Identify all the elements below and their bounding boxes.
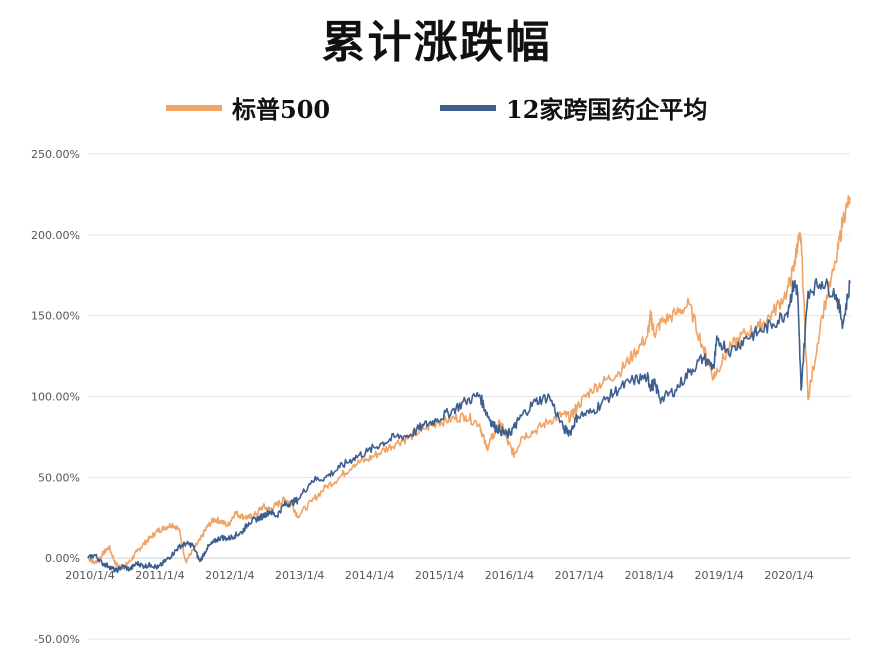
y-tick-label: 50.00% [38, 471, 80, 484]
chart-legend: 标普500 12家跨国药企平均 [0, 90, 873, 124]
x-tick-label: 2013/1/4 [275, 569, 324, 582]
legend-label-pharma: 12家跨国药企平均 [506, 95, 708, 124]
x-tick-label: 2014/1/4 [345, 569, 394, 582]
legend-item-pharma: 12家跨国药企平均 [440, 90, 707, 125]
y-tick-label: 0.00% [45, 552, 80, 565]
legend-item-sp500: 标普500 [166, 90, 330, 125]
series-lines [87, 194, 851, 574]
x-tick-label: 2016/1/4 [485, 569, 534, 582]
x-tick-label: 2018/1/4 [625, 569, 674, 582]
series-line-pharma [87, 278, 851, 574]
x-tick-label: 2012/1/4 [205, 569, 254, 582]
legend-label-sp500: 标普500 [232, 95, 331, 124]
y-tick-label: 250.00% [31, 148, 80, 161]
x-tick-label: 2011/1/4 [135, 569, 184, 582]
x-tick-label: 2019/1/4 [694, 569, 743, 582]
x-tick-label: 2015/1/4 [415, 569, 464, 582]
legend-swatch-sp500 [166, 104, 222, 111]
x-tick-label: 2010/1/4 [65, 569, 114, 582]
x-tick-label: 2020/1/4 [764, 569, 813, 582]
y-tick-label: 200.00% [31, 229, 80, 242]
y-tick-label: -50.00% [34, 633, 80, 646]
grid-lines [88, 153, 850, 640]
chart-title: 累计涨跌幅 [321, 17, 552, 68]
legend-swatch-pharma [440, 104, 496, 111]
series-line-sp500 [87, 194, 851, 571]
x-axis-ticks: 2010/1/4 2011/1/4 2012/1/4 2013/1/4 2014/1/4… [65, 569, 813, 582]
y-tick-label: 150.00% [31, 310, 80, 323]
y-axis-ticks: 250.00% 200.00% 150.00% 100.00% 50.00% 0.00% -… [31, 148, 80, 646]
y-tick-label: 100.00% [31, 391, 80, 404]
x-tick-label: 2017/1/4 [555, 569, 604, 582]
